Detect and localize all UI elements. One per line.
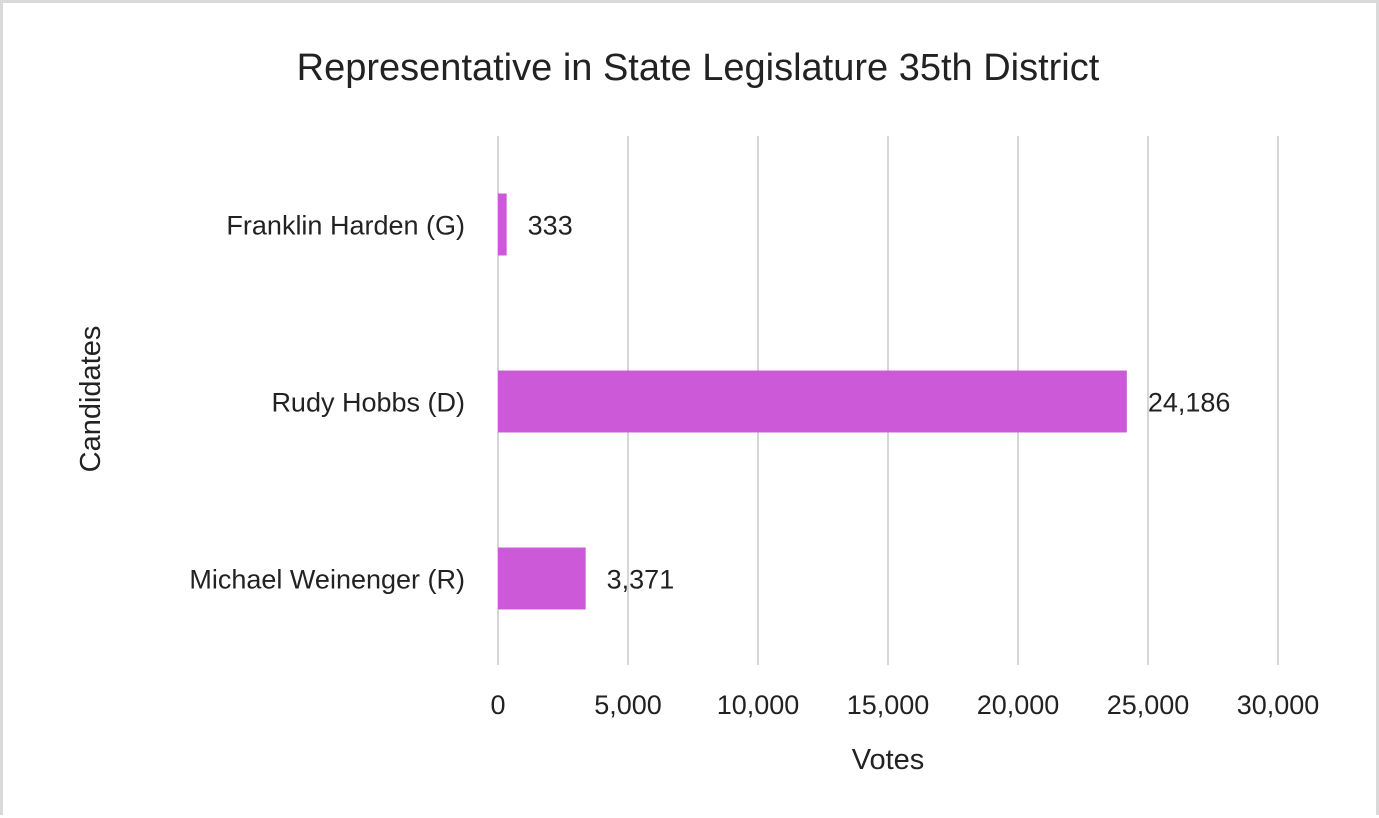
bar [498,193,507,256]
data-label: 333 [528,211,573,241]
x-tick-label: 5,000 [594,690,662,720]
data-label: 24,186 [1148,388,1231,418]
bar [498,547,586,610]
x-axis-title: Votes [852,744,925,776]
bar [498,370,1127,433]
category-label: Franklin Harden (G) [226,211,465,241]
x-tick-labels: 0 5,000 10,000 15,000 20,000 25,000 30,000 [490,690,1319,720]
data-labels: 333 24,186 3,371 [528,211,1231,595]
y-axis-title: Candidates [75,326,107,473]
chart-title: Representative in State Legislature 35th… [297,47,1100,89]
category-labels: Franklin Harden (G) Rudy Hobbs (D) Michael… [189,211,465,595]
x-tick-label: 20,000 [977,690,1060,720]
x-tick-label: 0 [490,690,505,720]
category-label: Michael Weinenger (R) [189,565,465,595]
data-label: 3,371 [607,565,675,595]
x-tick-label: 15,000 [847,690,930,720]
category-label: Rudy Hobbs (D) [271,388,465,418]
x-tick-label: 25,000 [1107,690,1190,720]
bars [498,193,1127,610]
bar-chart: Representative in State Legislature 35th… [75,47,1319,776]
x-tick-label: 30,000 [1237,690,1320,720]
x-tick-label: 10,000 [717,690,800,720]
